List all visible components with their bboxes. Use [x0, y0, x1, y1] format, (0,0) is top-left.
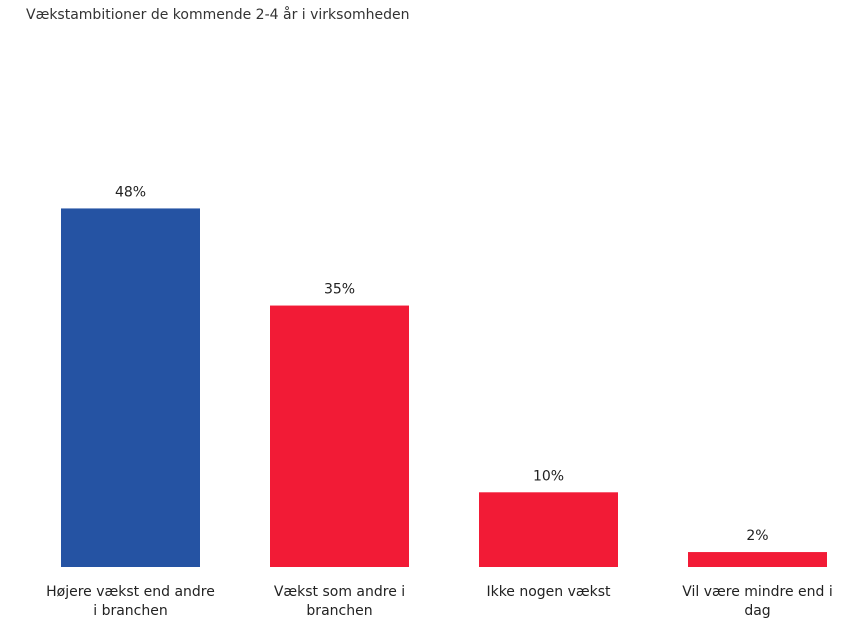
bar: [61, 208, 200, 567]
value-label: 48%: [115, 184, 146, 200]
bar: [479, 492, 618, 567]
x-tick-label: Vækst som andre i branchen: [273, 584, 406, 619]
x-tick-label: Vil være mindre end i dag: [682, 584, 833, 619]
value-label: 10%: [533, 468, 564, 484]
x-tick-label: Ikke nogen vækst: [486, 584, 611, 600]
value-label: 2%: [746, 528, 768, 544]
bar: [270, 305, 409, 567]
chart-title: Vækstambitioner de kommende 2-4 år i vir…: [26, 7, 410, 23]
bar: [688, 552, 827, 567]
value-label: 35%: [324, 282, 355, 298]
x-tick-label: Højere vækst end andre i branchen: [46, 584, 215, 619]
